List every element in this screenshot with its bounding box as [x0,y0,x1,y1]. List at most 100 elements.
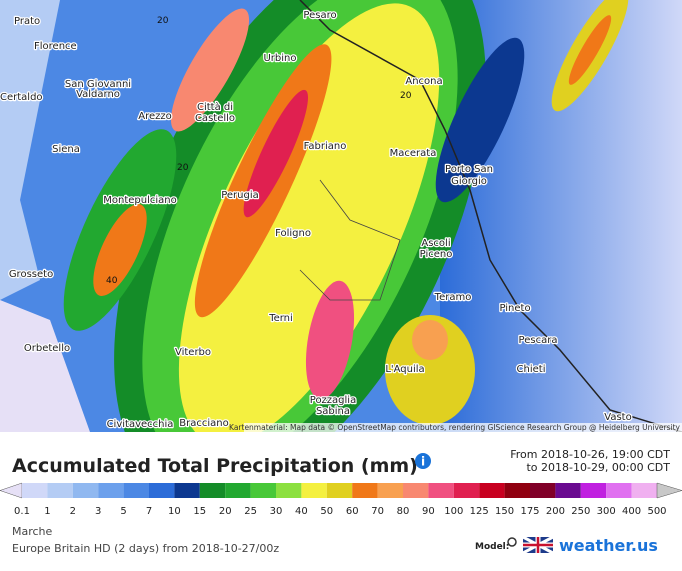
svg-text:i: i [421,455,425,469]
city-label: Città di [197,101,233,113]
model-run: Europe Britain HD (2 days) from 2018-10-… [12,542,279,555]
legend-swatch [377,483,403,498]
city-label: Pescara [519,335,558,346]
city-label: Teramo [434,292,472,303]
legend-swatch [326,483,353,498]
city-label: Viterbo [175,347,211,358]
city-label: Valdarno [76,89,120,100]
legend-label: 150 [495,506,514,517]
legend-label: 60 [346,506,359,517]
model-label: Model: [475,542,509,552]
legend-label: 300 [597,506,616,517]
legend-swatch [72,483,99,498]
time-from: From 2018-10-26, 19:00 CDT [510,448,670,461]
legend-label: 2 [70,506,76,517]
city-label: Civitavecchia [107,419,174,430]
legend-label: 70 [371,506,384,517]
city-label: Grosseto [9,269,53,280]
legend-swatch [403,483,429,498]
legend-label: 40 [295,506,308,517]
legend-swatch [530,483,556,498]
legend-label: 125 [470,506,489,517]
map: Prato Florence San Giovanni Valdarno Cer… [0,0,682,432]
city-label: Montepulciano [103,195,176,206]
legend-label: 25 [244,506,257,517]
city-label: Bracciano [179,418,228,429]
city-label: Porto San [445,164,493,175]
city-label: Pozzaglia [310,395,356,406]
city-label: Piceno [420,249,453,260]
legend-label: 200 [546,506,565,517]
legend-label: 5 [120,506,126,517]
city-label: Pesaro [303,10,336,21]
legend-label: 175 [520,506,539,517]
contour-label: 40 [106,276,118,286]
color-legend: 0.1 1 2 3 5 7 10 15 20 25 30 40 50 60 70 80 90 100 125 150 1… [0,482,682,517]
legend-swatch [225,483,251,498]
legend-swatch [631,483,657,498]
legend-swatch [352,483,378,498]
legend-swatch [453,483,480,498]
city-label: Florence [34,41,77,52]
legend-arrow [0,482,23,499]
city-label: Terni [268,313,293,324]
legend-swatch [428,483,454,498]
legend-swatch [504,483,530,498]
legend-label: 100 [444,506,463,517]
legend-label: 1 [44,506,50,517]
city-label: Urbino [263,53,296,64]
legend-label: 20 [219,506,232,517]
city-label: Vasto [604,412,631,423]
info-icon[interactable]: i [415,453,431,469]
legend-swatch [22,483,48,498]
legend-swatch [47,483,73,498]
city-label: Prato [14,16,40,27]
city-label: San Giovanni [65,79,131,90]
city-label: Ancona [405,76,442,87]
region: Marche [12,525,53,538]
legend-swatch [301,483,327,498]
city-label: Arezzo [138,111,172,122]
legend-swatch [479,483,505,498]
legend-arrow [656,482,682,499]
search-icon [507,537,517,547]
legend-label: 250 [571,506,590,517]
contour-label: 20 [400,91,412,101]
city-label: Foligno [275,228,311,239]
city-label: Chieti [517,364,546,375]
legend-swatch [199,483,226,498]
city-label: Siena [52,144,80,155]
city-label: Macerata [390,148,437,159]
legend-label: 3 [95,506,101,517]
legend-label: 0.1 [14,506,30,517]
legend-label: 80 [397,506,410,517]
city-label: Fabriano [304,141,347,152]
time-to: to 2018-10-29, 00:00 CDT [526,461,670,474]
legend-label: 50 [320,506,333,517]
city-label: Orbetello [24,343,70,354]
legend-label: 400 [622,506,641,517]
legend-swatch [250,483,276,498]
legend-swatch [606,483,632,498]
city-label: Pineto [499,303,530,314]
contour-label: 20 [177,163,189,173]
title: Accumulated Total Precipitation (mm) [12,455,418,477]
attribution: Kartenmaterial: Map data © OpenStreetMap… [229,423,681,432]
legend-label: 15 [193,506,206,517]
legend-swatch [580,483,607,498]
legend-label: 90 [422,506,435,517]
brand[interactable]: weather.us [559,536,658,555]
city-label: Castello [195,113,235,124]
legend-swatch [149,483,175,498]
city-label: Sabina [316,406,350,417]
city-label: Giorgio [451,176,487,187]
contour-label: 20 [157,16,169,26]
legend-swatch [123,483,149,498]
legend-label: 10 [168,506,181,517]
city-label: Certaldo [0,92,43,103]
legend-swatch [174,483,200,498]
legend-label: 500 [647,506,666,517]
legend-swatch [555,483,581,498]
